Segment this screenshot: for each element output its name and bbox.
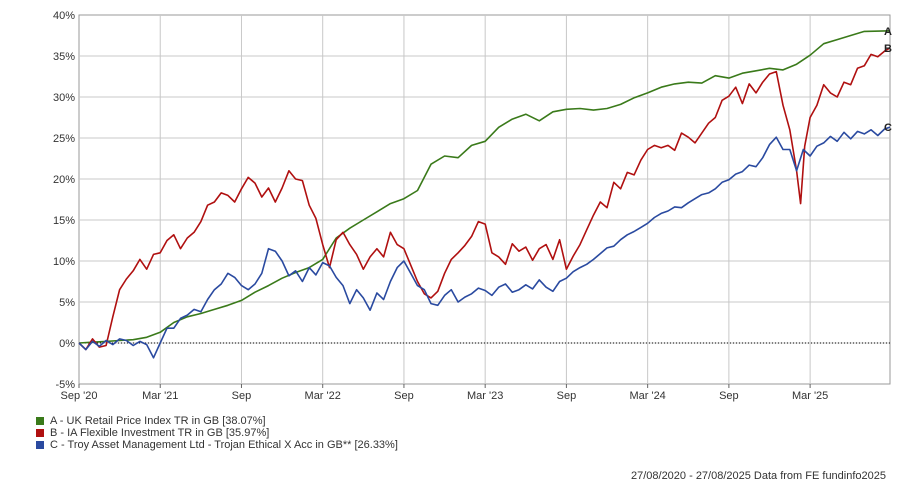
y-tick-label: 5% — [59, 297, 75, 309]
y-tick-label: 30% — [53, 92, 75, 104]
legend-swatch-a — [36, 417, 44, 425]
data-source-footer: 27/08/2020 - 27/08/2025 Data from FE fun… — [630, 470, 886, 482]
series-end-label-c: C — [884, 122, 892, 134]
x-tick-label: Sep — [719, 390, 739, 402]
x-tick-label: Mar '25 — [792, 390, 828, 402]
y-tick-label: 15% — [53, 215, 75, 227]
x-tick-label: Sep — [232, 390, 252, 402]
y-tick-label: 20% — [53, 174, 75, 186]
legend-item-a: A - UK Retail Price Index TR in GB [38.0… — [36, 415, 398, 427]
legend-label-c: C - Troy Asset Management Ltd - Trojan E… — [50, 439, 398, 451]
y-tick-label: 40% — [53, 10, 75, 22]
y-tick-label: -5% — [55, 379, 75, 391]
x-tick-label: Mar '21 — [142, 390, 178, 402]
series-line-c — [78, 126, 891, 359]
legend-label-b: B - IA Flexible Investment TR in GB [35.… — [50, 427, 270, 439]
series-layer — [78, 30, 891, 359]
x-tick-label: Mar '24 — [629, 390, 665, 402]
legend-swatch-b — [36, 429, 44, 437]
series-line-a — [78, 30, 891, 344]
y-tick-label: 10% — [53, 256, 75, 268]
legend: A - UK Retail Price Index TR in GB [38.0… — [36, 415, 398, 451]
y-axis: 40% 35% 30% 25% 20% 15% 10% 5% 0% -5% — [53, 10, 75, 391]
x-tick-label: Sep — [394, 390, 414, 402]
grid-lines — [79, 15, 890, 384]
x-tick-label: Mar '23 — [467, 390, 503, 402]
line-chart: 40% 35% 30% 25% 20% 15% 10% 5% 0% -5% Sep '20 Mar … — [53, 10, 892, 402]
legend-label-a: A - UK Retail Price Index TR in GB [38.0… — [50, 415, 266, 427]
legend-item-b: B - IA Flexible Investment TR in GB [35.… — [36, 427, 398, 439]
x-axis: Sep '20 Mar '21 Sep Mar '22 Sep Mar '23 Sep Mar… — [61, 384, 828, 402]
series-end-labels: AB C — [884, 26, 892, 134]
series-line-b — [78, 47, 891, 351]
y-tick-label: 0% — [59, 338, 75, 350]
series-end-label-b: B — [884, 43, 892, 55]
y-tick-label: 35% — [53, 51, 75, 63]
plot-background — [78, 14, 891, 385]
x-tick-label: Sep — [557, 390, 577, 402]
x-tick-label: Sep '20 — [61, 390, 98, 402]
x-tick-label: Mar '22 — [305, 390, 341, 402]
y-tick-label: 25% — [53, 133, 75, 145]
series-end-label-a: A — [884, 26, 892, 38]
legend-item-c: C - Troy Asset Management Ltd - Trojan E… — [36, 439, 398, 451]
legend-swatch-c — [36, 441, 44, 449]
